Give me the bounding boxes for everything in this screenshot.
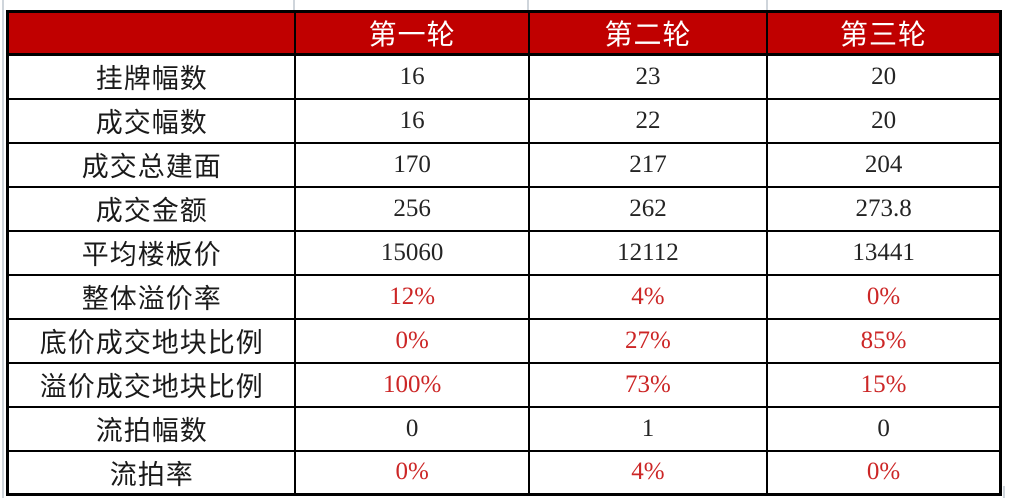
table-row: 底价成交地块比例 0% 27% 85%: [6, 317, 1002, 364]
data-cell: 16: [294, 97, 530, 144]
data-cell: 73%: [527, 361, 769, 408]
data-cell: 0%: [294, 317, 530, 364]
data-cell: 12%: [294, 273, 530, 320]
data-cell: 256: [294, 185, 530, 232]
land-auction-rounds-table: 第一轮 第二轮 第三轮 挂牌幅数 16 23 20 成交幅数 16 22 20 …: [6, 10, 1002, 496]
table-row: 成交总建面 170 217 204: [6, 141, 1002, 188]
data-cell: 4%: [527, 273, 769, 320]
header-row: 第一轮 第二轮 第三轮: [6, 10, 1002, 56]
table-row: 成交幅数 16 22 20: [6, 97, 1002, 144]
row-label: 挂牌幅数: [6, 53, 297, 100]
data-cell: 0%: [294, 449, 530, 496]
gridline-remnant-top-1: [293, 0, 295, 11]
row-label: 成交总建面: [6, 141, 297, 188]
data-cell: 20: [766, 97, 1002, 144]
column-header-round2: 第二轮: [527, 10, 769, 56]
row-label: 流拍幅数: [6, 405, 297, 452]
data-cell: 0%: [766, 449, 1002, 496]
row-label: 成交金额: [6, 185, 297, 232]
data-cell: 16: [294, 53, 530, 100]
column-header-round3: 第三轮: [766, 10, 1002, 56]
data-cell: 204: [766, 141, 1002, 188]
row-label: 底价成交地块比例: [6, 317, 297, 364]
data-cell: 13441: [766, 229, 1002, 276]
data-cell: 170: [294, 141, 530, 188]
data-cell: 217: [527, 141, 769, 188]
gridline-remnant-right: [1003, 486, 1005, 498]
data-cell: 0: [294, 405, 530, 452]
data-cell: 27%: [527, 317, 769, 364]
row-label: 溢价成交地块比例: [6, 361, 297, 408]
column-header-round1: 第一轮: [294, 10, 530, 56]
data-cell: 1: [527, 405, 769, 452]
row-label: 整体溢价率: [6, 273, 297, 320]
data-cell: 100%: [294, 361, 530, 408]
row-label: 流拍率: [6, 449, 297, 496]
table-row: 流拍幅数 0 1 0: [6, 405, 1002, 452]
data-cell: 20: [766, 53, 1002, 100]
data-cell: 0: [766, 405, 1002, 452]
data-cell: 85%: [766, 317, 1002, 364]
table-row: 成交金额 256 262 273.8: [6, 185, 1002, 232]
data-cell: 15060: [294, 229, 530, 276]
table-row: 挂牌幅数 16 23 20: [6, 53, 1002, 100]
row-label: 成交幅数: [6, 97, 297, 144]
data-cell: 23: [527, 53, 769, 100]
gridline-remnant-top-3: [766, 0, 768, 11]
gridline-remnant-left: [2, 0, 4, 498]
table-row: 整体溢价率 12% 4% 0%: [6, 273, 1002, 320]
data-cell: 273.8: [766, 185, 1002, 232]
table-row: 平均楼板价 15060 12112 13441: [6, 229, 1002, 276]
table-row: 溢价成交地块比例 100% 73% 15%: [6, 361, 1002, 408]
row-label: 平均楼板价: [6, 229, 297, 276]
data-cell: 15%: [766, 361, 1002, 408]
table-row: 流拍率 0% 4% 0%: [6, 449, 1002, 496]
corner-header-cell: [6, 10, 297, 56]
data-cell: 22: [527, 97, 769, 144]
data-cell: 0%: [766, 273, 1002, 320]
gridline-remnant-top-2: [527, 0, 529, 11]
data-cell: 4%: [527, 449, 769, 496]
data-cell: 12112: [527, 229, 769, 276]
data-cell: 262: [527, 185, 769, 232]
